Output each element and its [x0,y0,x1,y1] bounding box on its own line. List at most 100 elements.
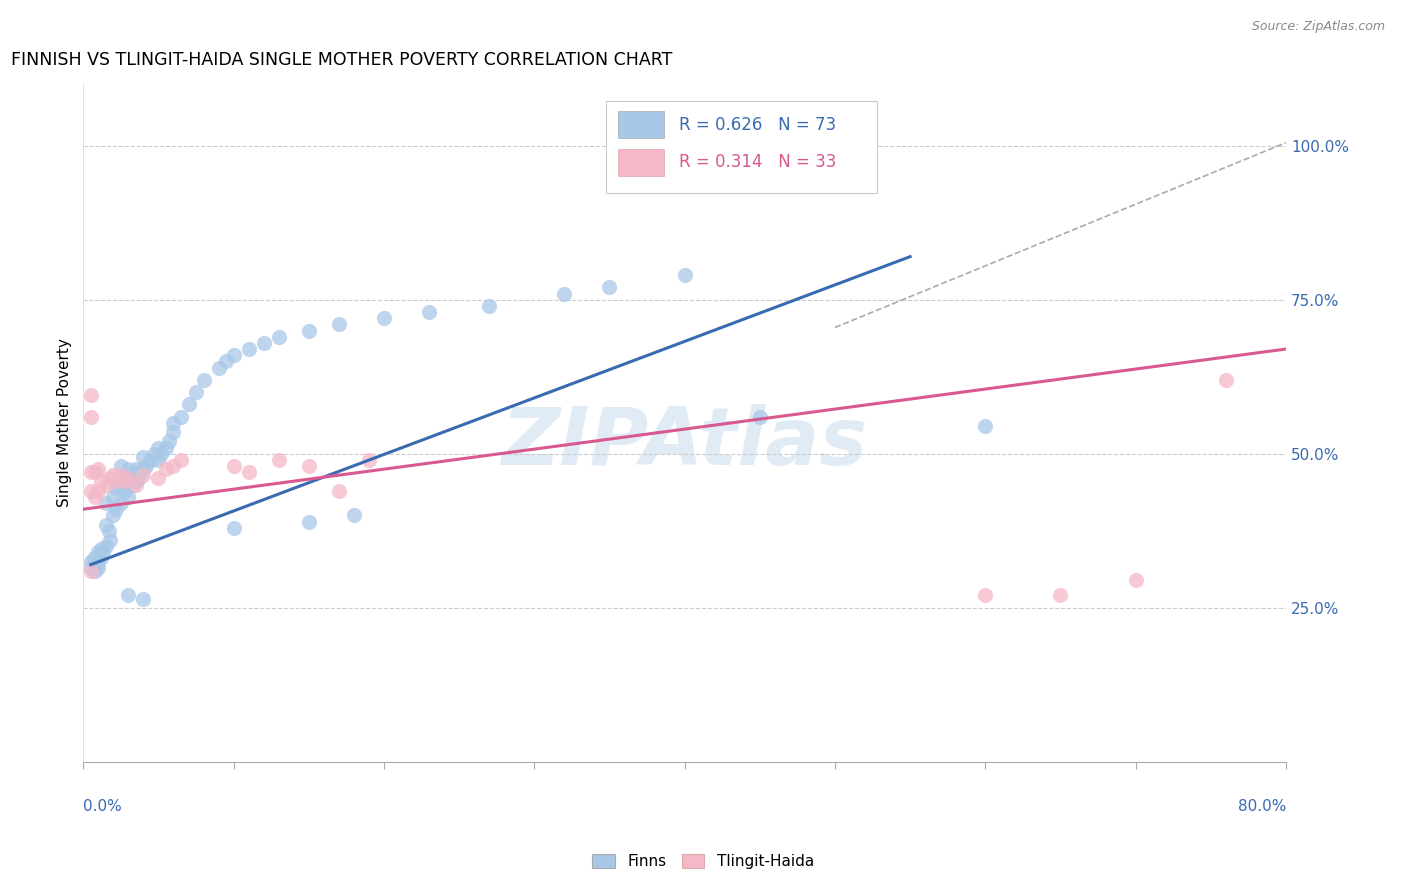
Point [114,475,136,489]
Point [343,508,366,523]
Point [132,462,155,476]
Point [974,589,997,603]
Point [98,471,121,485]
Point [87,560,110,574]
Point [83,551,105,566]
Point [80,388,103,402]
Point [553,286,575,301]
Point [91,545,114,559]
Point [222,348,245,362]
Point [122,468,145,483]
Point [162,416,184,430]
Legend: Finns, Tlingit-Haida: Finns, Tlingit-Haida [586,848,820,875]
Point [238,342,260,356]
Point [110,481,132,495]
Point [84,564,107,578]
Point [90,542,112,557]
Point [94,477,117,491]
Point [90,551,112,566]
Point [1049,589,1071,603]
Point [170,409,193,424]
Point [84,490,107,504]
Point [86,558,108,572]
Point [478,299,501,313]
Point [87,551,110,566]
Point [97,524,120,538]
Text: 0.0%: 0.0% [83,799,122,814]
Point [157,434,180,449]
Point [253,335,276,350]
Text: FINNISH VS TLINGIT-HAIDA SINGLE MOTHER POVERTY CORRELATION CHART: FINNISH VS TLINGIT-HAIDA SINGLE MOTHER P… [11,51,672,69]
Point [974,419,997,434]
Point [207,360,229,375]
Point [80,483,103,498]
Point [298,324,321,338]
Point [170,453,193,467]
Text: ZIPAtlas: ZIPAtlas [502,404,868,483]
Point [105,475,128,489]
Point [103,490,125,504]
Point [150,447,173,461]
Point [80,560,103,574]
Point [117,462,139,476]
Point [125,477,148,491]
Point [94,496,117,510]
Point [148,471,170,485]
Point [94,539,117,553]
Point [122,477,145,491]
Point [94,517,117,532]
Point [103,468,125,483]
Point [673,268,696,282]
Point [110,459,132,474]
Point [162,425,184,440]
Point [135,459,157,474]
FancyBboxPatch shape [619,112,664,138]
Point [128,471,150,485]
Point [184,385,207,400]
FancyBboxPatch shape [619,148,664,176]
Text: Source: ZipAtlas.com: Source: ZipAtlas.com [1251,20,1385,33]
Point [87,545,110,559]
Point [117,471,139,485]
FancyBboxPatch shape [606,101,877,193]
Point [418,305,440,319]
Y-axis label: Single Mother Poverty: Single Mother Poverty [58,339,72,508]
Point [103,508,125,523]
Point [132,591,155,606]
Point [83,558,105,572]
Point [80,564,103,578]
Point [114,475,136,489]
Point [267,329,290,343]
Point [222,521,245,535]
Point [132,450,155,464]
Point [267,453,290,467]
Point [98,533,121,547]
Point [80,409,103,424]
Point [80,555,103,569]
Point [117,589,139,603]
Point [84,555,107,569]
Point [373,311,395,326]
Point [1215,373,1237,387]
Point [193,373,215,387]
Point [215,354,238,368]
Point [139,453,162,467]
Point [90,475,112,489]
Point [298,515,321,529]
Text: R = 0.626   N = 73: R = 0.626 N = 73 [679,117,835,135]
Point [125,475,148,489]
Point [148,441,170,455]
Point [80,465,103,479]
Point [110,471,132,485]
Point [748,409,770,424]
Point [177,397,200,411]
Point [148,453,170,467]
Point [238,465,260,479]
Point [110,468,132,483]
Point [117,490,139,504]
Point [155,441,177,455]
Point [298,459,321,474]
Point [132,468,155,483]
Point [328,483,350,498]
Point [87,462,110,476]
